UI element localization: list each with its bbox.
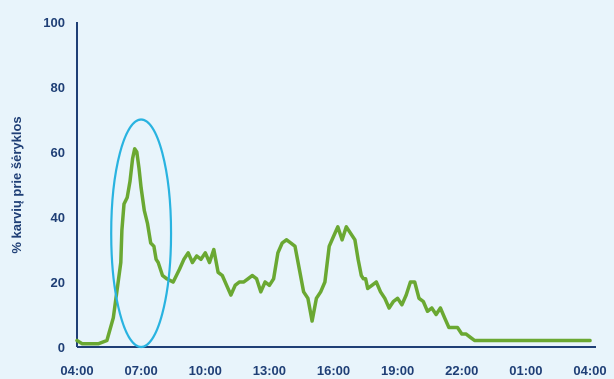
- y-axis-label: % karvių prie šėryklos: [9, 116, 24, 253]
- x-tick-label: 22:00: [445, 363, 478, 378]
- x-tick-label: 04:00: [60, 363, 93, 378]
- x-tick-label: 13:00: [253, 363, 286, 378]
- y-tick-label: 0: [58, 340, 65, 355]
- y-tick-label: 60: [51, 145, 65, 160]
- y-tick-label: 20: [51, 275, 65, 290]
- series-group: [75, 147, 592, 346]
- x-tick-label: 01:00: [509, 363, 542, 378]
- y-tick-label: 40: [51, 210, 65, 225]
- x-tick-label: 07:00: [125, 363, 158, 378]
- annotation-group: [110, 118, 173, 349]
- highlight-ellipse: [110, 118, 173, 349]
- x-tick-label: 04:00: [573, 363, 606, 378]
- x-tick-label: 16:00: [317, 363, 350, 378]
- y-axis: 0 20 40 60 80 100: [43, 15, 78, 355]
- y-tick-label: 80: [51, 80, 65, 95]
- x-tick-label: 19:00: [381, 363, 414, 378]
- x-tick-label: 10:00: [189, 363, 222, 378]
- x-axis: 04:00 07:00 10:00 13:00 16:00 19:00 22:00 01:00…: [60, 346, 607, 378]
- y-tick-label: 100: [43, 15, 65, 30]
- series-line: [75, 147, 592, 346]
